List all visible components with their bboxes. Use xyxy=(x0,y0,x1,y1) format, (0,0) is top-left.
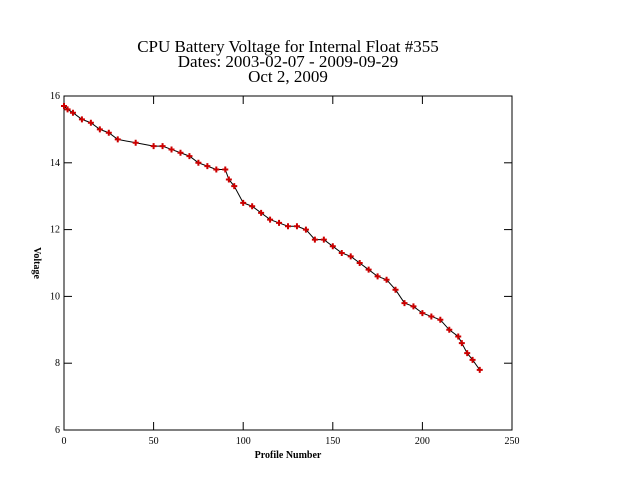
y-tick-label: 8 xyxy=(55,358,60,369)
point-marker xyxy=(329,243,336,250)
y-axis-label: Voltage xyxy=(31,247,42,279)
x-tick-label: 150 xyxy=(325,436,340,447)
point-marker xyxy=(105,129,112,136)
x-tick-label: 100 xyxy=(236,436,251,447)
point-marker xyxy=(132,139,139,146)
point-marker xyxy=(419,310,426,317)
point-marker xyxy=(374,273,381,280)
point-marker xyxy=(204,163,211,170)
point-marker xyxy=(249,203,256,210)
point-marker xyxy=(114,136,121,143)
x-tick-label: 0 xyxy=(62,436,67,447)
point-marker xyxy=(469,356,476,363)
y-tick-label: 6 xyxy=(55,425,60,436)
point-marker xyxy=(195,159,202,166)
point-marker xyxy=(150,143,157,150)
point-marker xyxy=(476,366,483,373)
chart-title: CPU Battery Voltage for Internal Float #… xyxy=(137,37,439,56)
chart-subtitle: Dates: 2003-02-07 - 2009-09-29 xyxy=(178,52,399,71)
point-marker xyxy=(410,303,417,310)
point-marker xyxy=(392,286,399,293)
y-tick-label: 12 xyxy=(50,225,60,236)
y-tick-label: 10 xyxy=(50,291,60,302)
point-marker xyxy=(64,106,71,113)
y-tick-label: 14 xyxy=(50,158,60,169)
x-tick-label: 50 xyxy=(149,436,159,447)
x-tick-label: 200 xyxy=(415,436,430,447)
point-marker xyxy=(231,183,238,190)
point-marker xyxy=(258,209,265,216)
point-marker xyxy=(159,143,166,150)
point-marker xyxy=(401,300,408,307)
point-marker xyxy=(311,236,318,243)
y-tick-label: 16 xyxy=(50,91,60,102)
point-marker xyxy=(455,333,462,340)
point-marker xyxy=(356,260,363,266)
point-marker xyxy=(320,236,327,243)
plot-frame xyxy=(63,95,513,431)
point-marker xyxy=(177,149,184,156)
point-marker xyxy=(458,340,465,347)
point-marker xyxy=(225,176,232,183)
point-marker xyxy=(240,199,247,206)
point-marker xyxy=(96,126,103,133)
point-marker xyxy=(87,119,94,126)
x-axis-label: Profile Number xyxy=(255,450,322,461)
point-marker xyxy=(293,223,300,230)
point-marker xyxy=(365,266,372,273)
point-marker xyxy=(186,153,193,160)
point-marker xyxy=(285,223,291,230)
point-marker xyxy=(464,350,471,357)
point-marker xyxy=(267,216,274,223)
point-marker xyxy=(69,109,76,116)
point-marker xyxy=(61,103,67,110)
point-marker xyxy=(446,326,453,333)
x-tick-label: 250 xyxy=(505,436,520,447)
point-marker xyxy=(302,226,309,233)
point-marker xyxy=(276,219,283,226)
point-marker xyxy=(347,253,354,260)
point-marker xyxy=(78,116,85,123)
point-marker xyxy=(338,249,345,256)
point-marker xyxy=(437,316,444,323)
point-marker xyxy=(168,146,175,153)
point-marker xyxy=(383,276,390,283)
chart-date: Oct 2, 2009 xyxy=(248,67,328,86)
point-marker xyxy=(213,166,220,173)
point-marker xyxy=(428,313,435,320)
point-marker xyxy=(222,166,229,173)
